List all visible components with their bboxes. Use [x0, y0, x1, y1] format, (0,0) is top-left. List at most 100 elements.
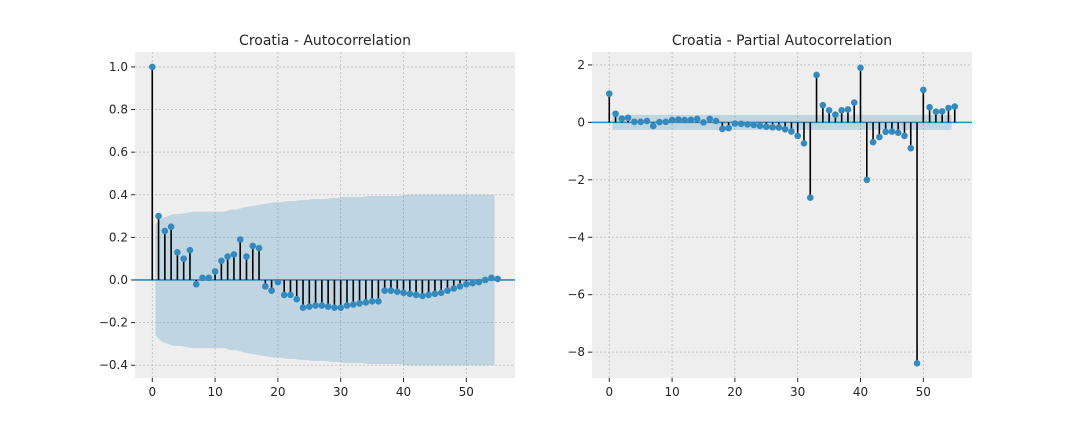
pacf-marker	[894, 129, 902, 137]
pacf-x-tick-label: 10	[664, 385, 679, 399]
acf-marker	[255, 244, 263, 252]
acf-marker	[444, 287, 451, 294]
pacf-marker	[762, 123, 770, 130]
pacf-marker	[700, 119, 707, 126]
pacf-marker	[857, 64, 864, 72]
pacf-markers	[605, 64, 959, 367]
pacf-marker	[624, 114, 632, 122]
acf-y-tick-label: 0.2	[109, 230, 128, 244]
acf-x-tick-label: 20	[270, 385, 285, 399]
acf-marker	[305, 303, 313, 310]
acf-marker	[218, 257, 225, 265]
pacf-x-tick-label: 30	[790, 385, 805, 399]
acf-marker	[463, 280, 470, 288]
pacf-marker	[825, 107, 833, 114]
acf-marker	[375, 297, 382, 305]
pacf-marker	[737, 120, 745, 128]
pacf-marker	[618, 115, 626, 122]
pacf-marker	[605, 90, 613, 97]
acf-marker	[287, 291, 294, 299]
pacf-tick-labels: 0 10 20 30 40 50 −8 −6 −4 −2 0 2	[567, 58, 931, 399]
acf-marker	[469, 279, 476, 287]
acf-panel: 0 10 20 30 40 50 −0.4 −0.2 0.0 0.2 0.4 0.6 0.8 1.0 Cr…	[99, 33, 515, 399]
pacf-marker	[725, 124, 732, 132]
pacf-marker	[756, 122, 764, 130]
acf-marker	[205, 274, 213, 282]
acf-x-tick-label: 50	[459, 385, 474, 399]
acf-marker	[393, 288, 401, 296]
acf-marker	[318, 302, 326, 309]
pacf-marker	[832, 111, 839, 118]
acf-marker	[343, 302, 351, 309]
acf-x-tick-label: 0	[148, 385, 156, 399]
acf-marker	[481, 276, 489, 284]
acf-marker	[186, 246, 194, 254]
pacf-marker	[863, 176, 871, 184]
pacf-marker	[932, 108, 940, 116]
pacf-marker	[838, 107, 845, 114]
pacf-y-tick-label: −6	[567, 288, 585, 302]
acf-marker	[148, 63, 156, 71]
pacf-marker	[775, 124, 783, 131]
pacf-marker	[920, 86, 927, 94]
acf-marker	[174, 248, 181, 256]
pacf-marker	[788, 128, 795, 135]
acf-marker	[224, 253, 231, 260]
acf-x-tick-label: 10	[207, 385, 222, 399]
acf-marker	[280, 291, 288, 299]
acf-marker	[368, 297, 376, 305]
acf-marker	[180, 255, 187, 262]
pacf-marker	[731, 120, 739, 127]
acf-marker	[488, 274, 495, 282]
pacf-panel: 0 10 20 30 40 50 −8 −6 −4 −2 0 2 Croatia - Partial …	[567, 33, 972, 399]
pacf-marker	[926, 103, 933, 111]
acf-chart-title: Croatia - Autocorrelation	[239, 33, 411, 49]
acf-marker	[192, 280, 200, 288]
pacf-marker	[750, 121, 758, 129]
pacf-x-tick-label: 20	[727, 385, 742, 399]
acf-x-tick-label: 30	[333, 385, 348, 399]
pacf-marker	[907, 144, 915, 152]
acf-markers	[148, 63, 502, 311]
pacf-marker	[668, 116, 676, 124]
acf-y-tick-label: 0.0	[109, 273, 128, 287]
pacf-x-tick-label: 40	[853, 385, 868, 399]
acf-marker	[262, 283, 269, 290]
pacf-chart-title: Croatia - Partial Autocorrelation	[672, 33, 892, 49]
acf-marker	[243, 253, 250, 260]
pacf-marker	[712, 117, 720, 125]
pacf-marker	[850, 99, 858, 106]
acf-marker	[431, 290, 439, 298]
pacf-marker	[662, 118, 670, 126]
acf-marker	[312, 302, 319, 309]
pacf-marker	[901, 132, 908, 140]
acf-marker	[268, 287, 275, 294]
acf-marker	[249, 242, 257, 250]
acf-marker	[387, 287, 395, 294]
pacf-plot-area	[592, 52, 972, 378]
acf-marker	[356, 300, 363, 307]
pacf-marker	[744, 121, 751, 128]
pacf-y-tick-label: 0	[577, 115, 585, 129]
pacf-marker	[882, 128, 889, 136]
pacf-marker	[681, 116, 688, 124]
acf-marker	[412, 291, 420, 299]
pacf-marker	[913, 360, 921, 367]
acf-marker	[211, 268, 219, 275]
acf-marker	[236, 236, 244, 243]
pacf-marker	[643, 117, 651, 125]
acf-marker	[155, 212, 162, 220]
acf-tick-labels: 0 10 20 30 40 50 −0.4 −0.2 0.0 0.2 0.4 0.6 0.8 1.0	[99, 60, 474, 399]
acf-marker	[230, 251, 238, 258]
pacf-marker	[656, 118, 663, 126]
pacf-marker	[806, 194, 814, 201]
pacf-x-tick-label: 50	[916, 385, 931, 399]
acf-y-tick-label: 0.8	[109, 103, 128, 117]
acf-marker	[167, 223, 175, 231]
acf-marker	[425, 291, 432, 299]
pacf-y-tick-label: −2	[567, 173, 585, 187]
acf-marker	[400, 289, 407, 297]
pacf-marker	[693, 115, 701, 123]
pacf-marker	[637, 118, 644, 126]
